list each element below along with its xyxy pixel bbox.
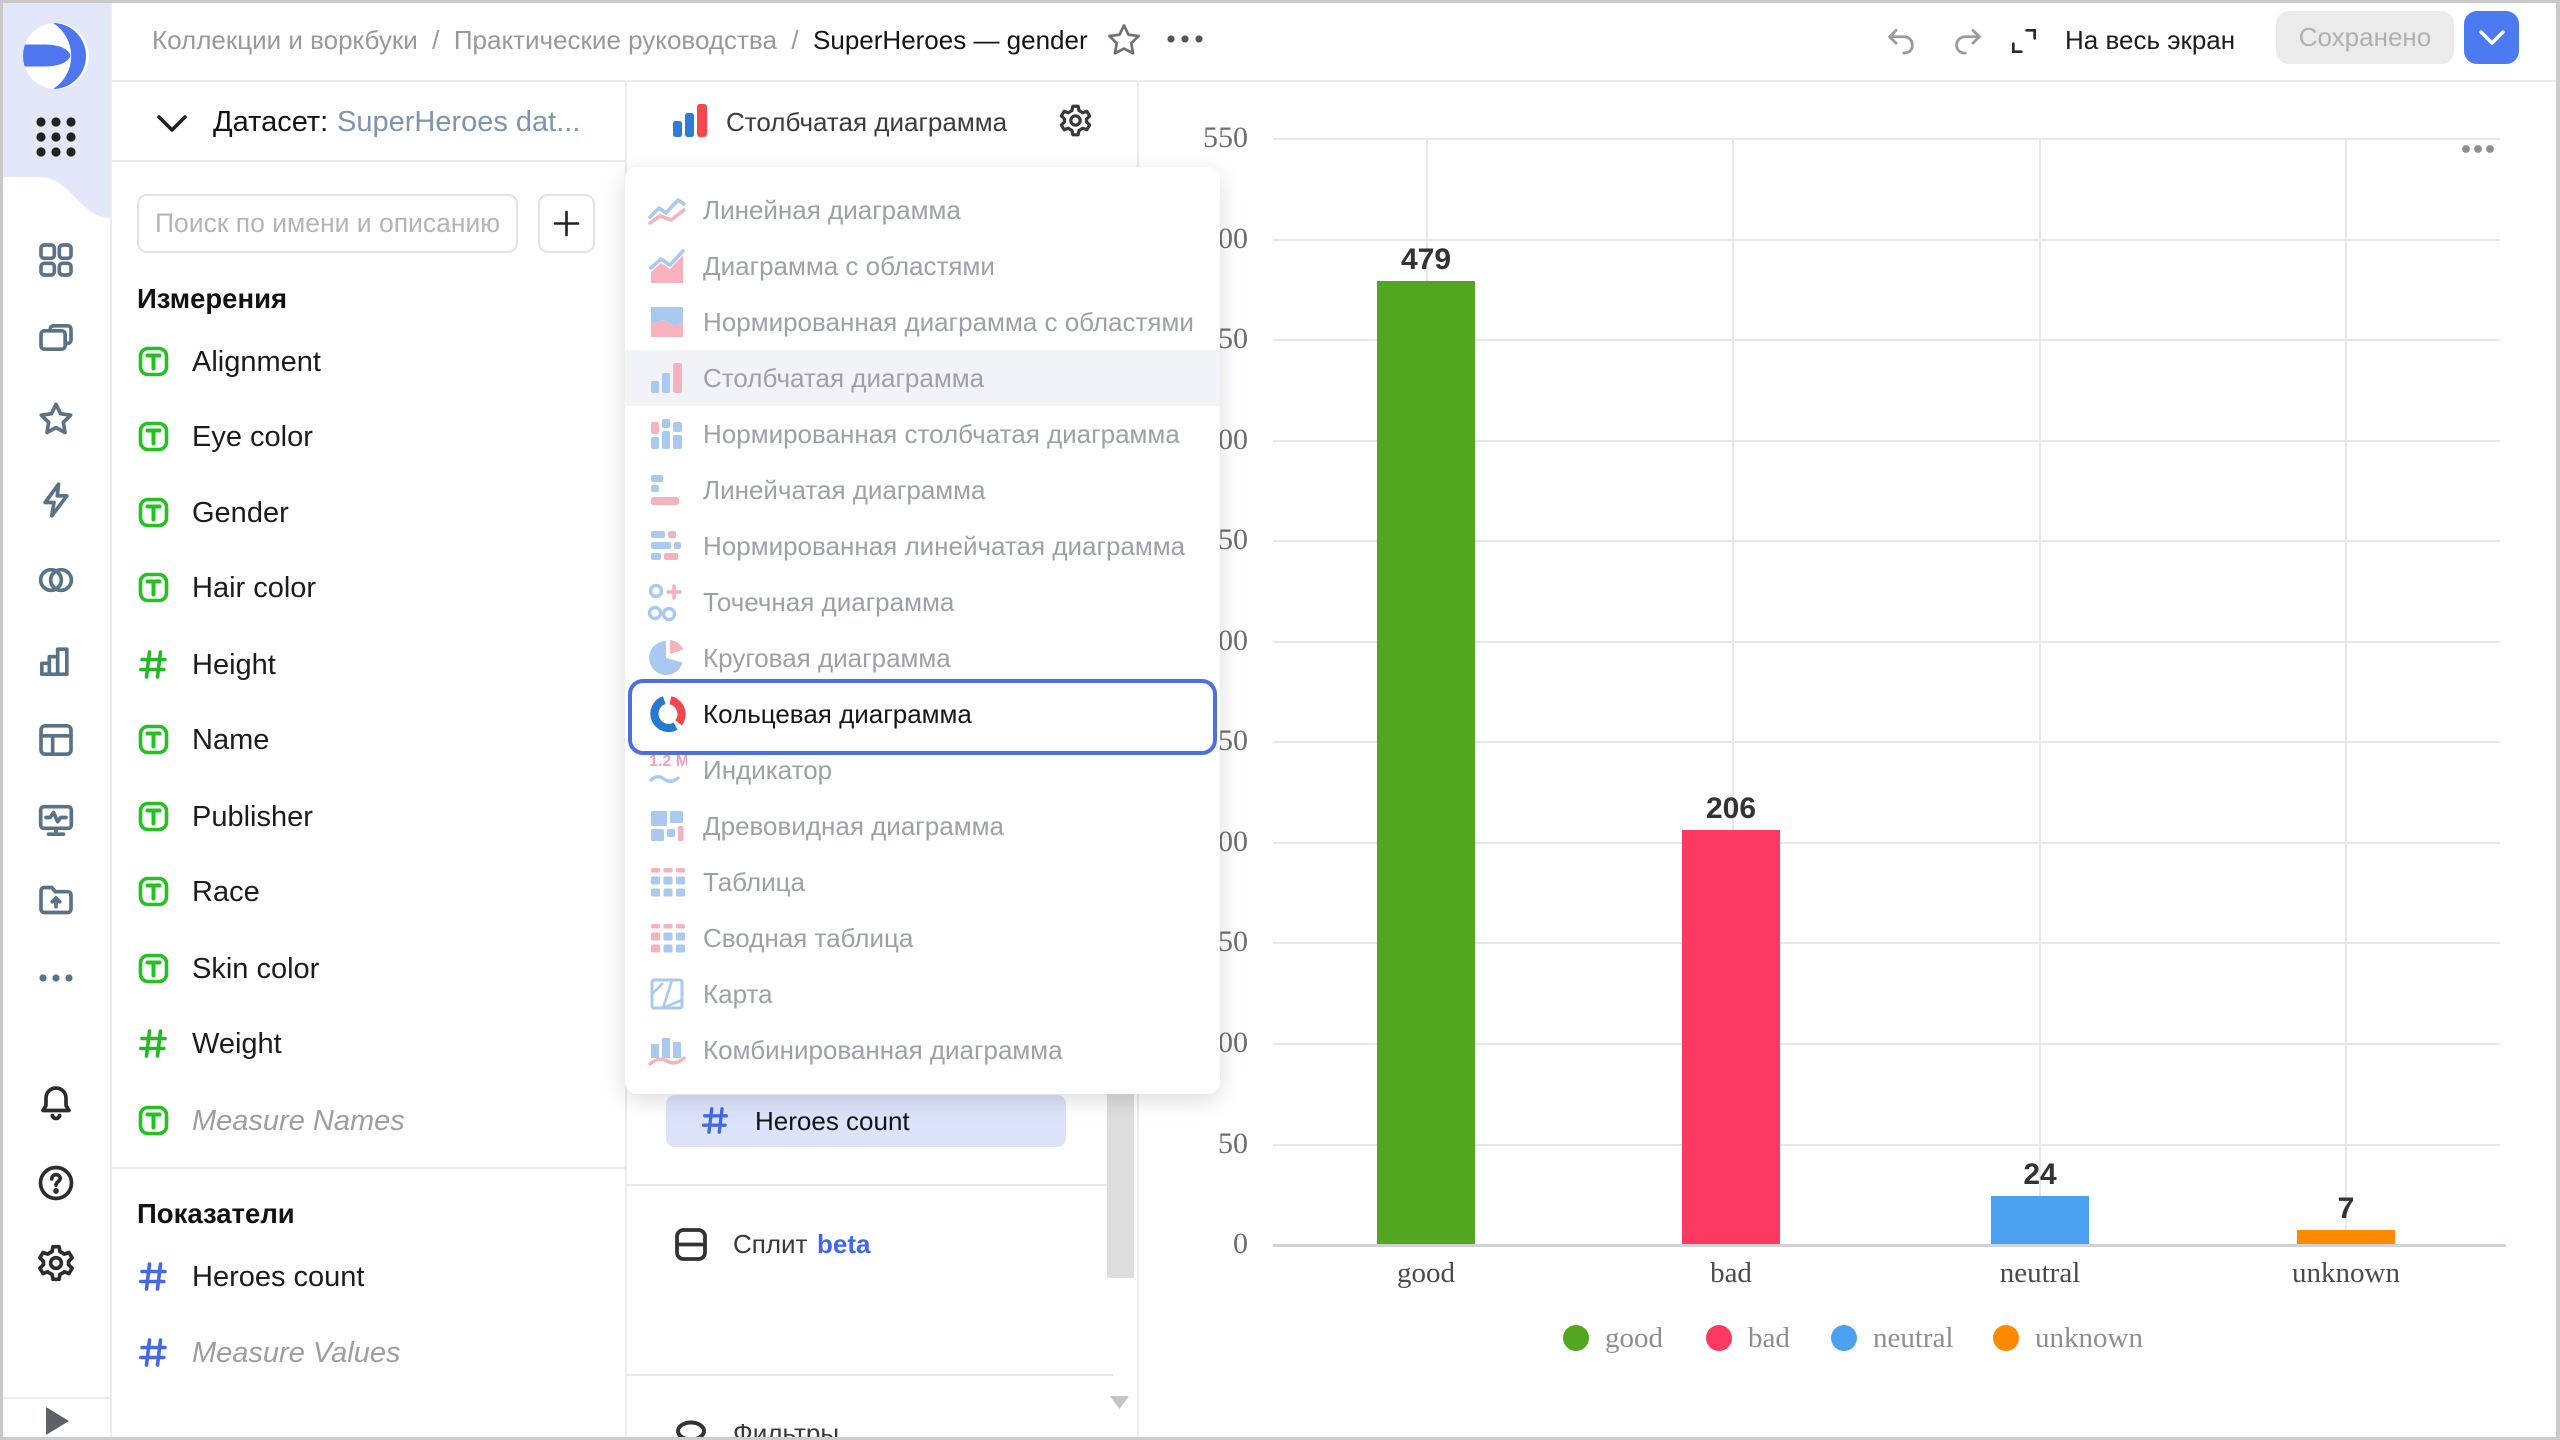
- svg-text:1.2 M: 1.2 M: [649, 753, 687, 770]
